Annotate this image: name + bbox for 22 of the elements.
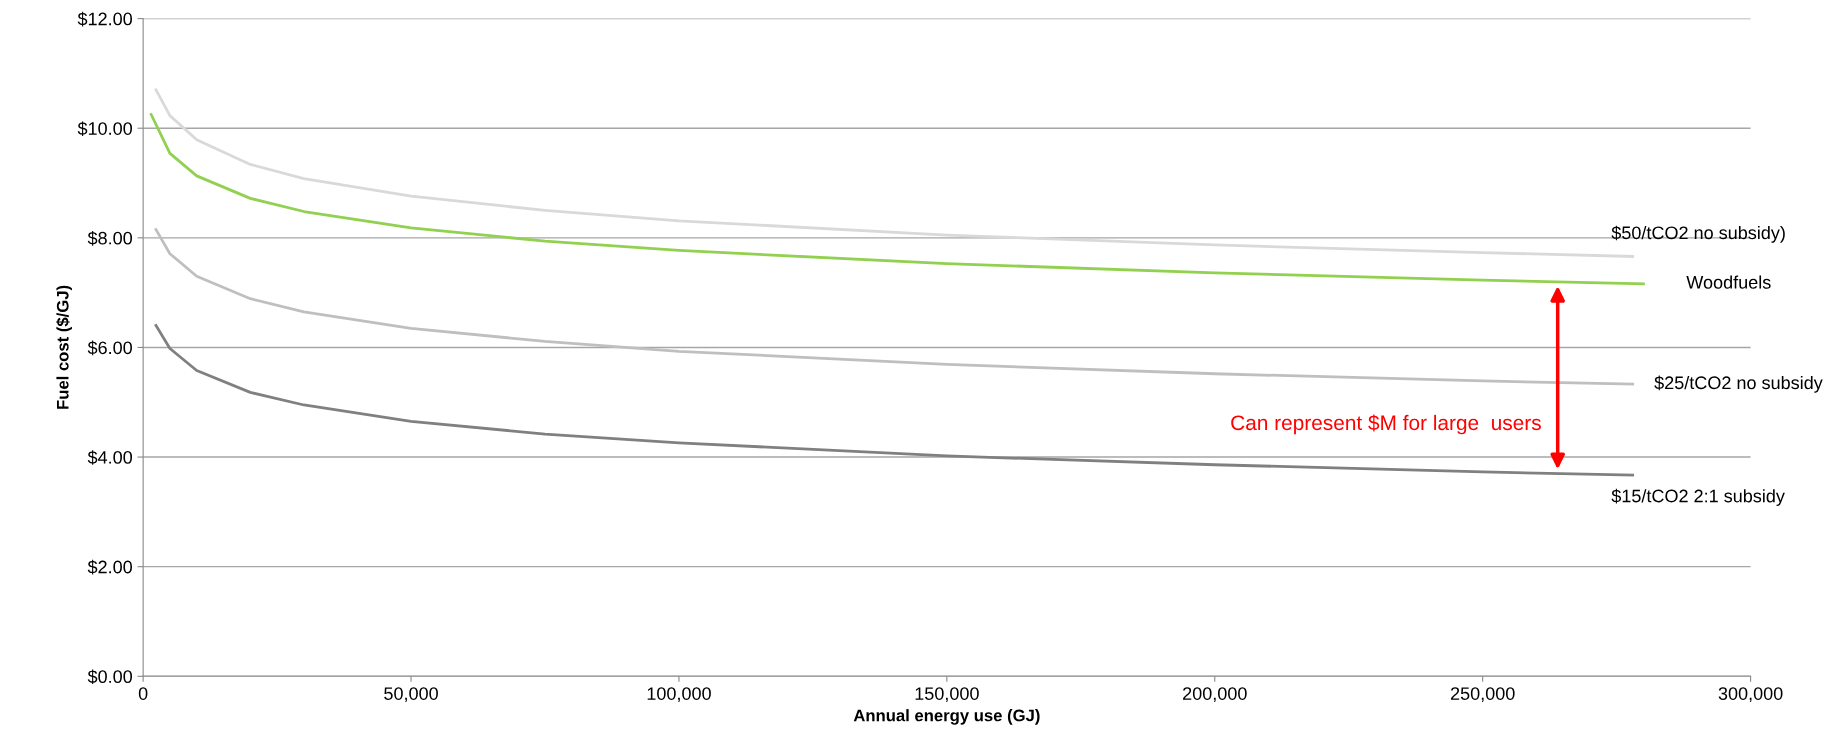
series-label: $50/tCO2 no subsidy) <box>1611 225 1785 243</box>
y-tick-label: $6.00 <box>87 340 133 356</box>
y-tick-label: $10.00 <box>77 121 133 137</box>
y-tick-label: $4.00 <box>87 450 133 465</box>
y-tick-label: $12.00 <box>77 11 133 27</box>
x-tick-label: 0 <box>138 687 148 700</box>
x-axis-title: Annual energy use (GJ) <box>853 709 1040 725</box>
series-label: $15/tCO2 2:1 subsidy <box>1611 488 1785 506</box>
series-label: $25/tCO2 no subsidy <box>1654 375 1823 393</box>
x-tick-label: 100,000 <box>647 687 711 703</box>
x-tick-label: 200,000 <box>1183 687 1247 703</box>
x-tick-label: 50,000 <box>384 687 438 703</box>
x-tick-label: 250,000 <box>1450 687 1515 703</box>
y-tick-label: $8.00 <box>87 231 133 246</box>
x-tick-label: 150,000 <box>915 687 979 703</box>
x-tick-label: 300,000 <box>1718 687 1783 703</box>
y-tick-label: $2.00 <box>87 559 133 575</box>
y-axis-title: Fuel cost ($/GJ) <box>56 285 72 409</box>
annotation: Can represent $M for large users <box>1231 414 1541 435</box>
y-tick-label: $0.00 <box>87 669 133 685</box>
line-series <box>154 324 1635 477</box>
text: Woodfuels <box>1686 275 1771 289</box>
